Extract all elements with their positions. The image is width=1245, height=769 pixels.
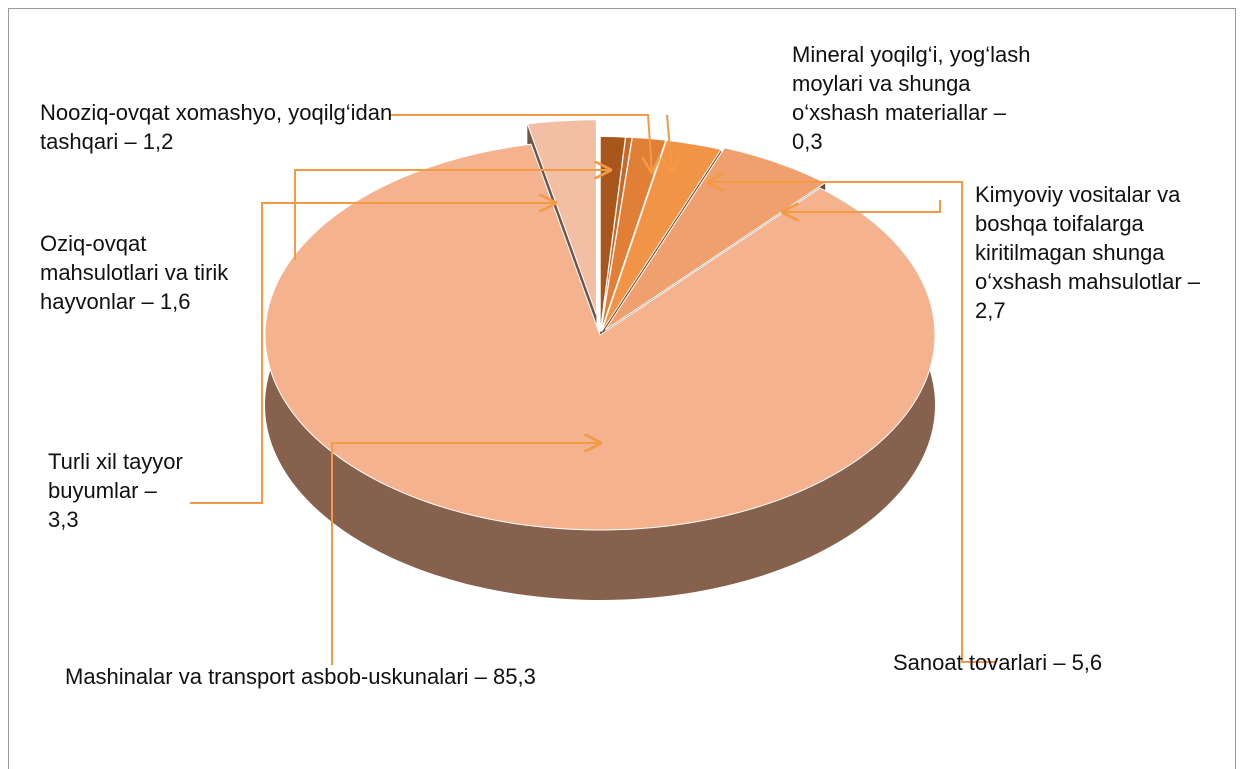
value-label: – 2,7 bbox=[975, 269, 1201, 323]
slice-label: Sanoat tovarlari – 5,6 bbox=[893, 648, 1203, 677]
leader-line bbox=[708, 182, 995, 663]
category-name: Sanoat tovarlari bbox=[893, 650, 1048, 675]
category-name: Turli xil tayyor buyumlar bbox=[48, 449, 183, 503]
pie-slice bbox=[526, 119, 597, 315]
leader-line bbox=[390, 114, 652, 172]
pie-slice bbox=[601, 139, 722, 332]
leader-line bbox=[190, 203, 555, 504]
pie-slice bbox=[604, 147, 827, 331]
value-label: – 1,6 bbox=[141, 289, 191, 314]
leader-line bbox=[294, 170, 610, 260]
slice-label: Mashinalar va transport asbob-uskunalari… bbox=[65, 662, 715, 691]
category-name: Nooziq-ovqat xomashyo, yoqilg‘idan tashq… bbox=[40, 100, 393, 154]
category-name: Kimyoviy vositalar va boshqa toifalarga … bbox=[975, 182, 1182, 294]
value-label: – 0,3 bbox=[792, 100, 1007, 154]
slice-label: Oziq-ovqat mahsulotlari va tirik hayvonl… bbox=[40, 229, 260, 316]
category-name: Mineral yoqilg‘i, yog‘lash moylari va sh… bbox=[792, 42, 1031, 125]
pie-slice bbox=[264, 143, 936, 531]
value-label: – 85,3 bbox=[474, 664, 536, 689]
value-label: – 3,3 bbox=[48, 478, 157, 532]
value-label: – 1,2 bbox=[124, 129, 174, 154]
slice-label: Turli xil tayyor buyumlar – 3,3 bbox=[48, 447, 183, 534]
slice-label: Mineral yoqilg‘i, yog‘lash moylari va sh… bbox=[792, 40, 1042, 156]
value-label: – 5,6 bbox=[1053, 650, 1103, 675]
slice-label: Kimyoviy vositalar va boshqa toifalarga … bbox=[975, 180, 1220, 325]
chart-frame bbox=[8, 8, 1236, 769]
leader-line bbox=[331, 443, 600, 665]
slice-label: Nooziq-ovqat xomashyo, yoqilg‘idan tashq… bbox=[40, 98, 410, 156]
leader-line bbox=[667, 114, 672, 172]
leader-line bbox=[783, 200, 941, 212]
category-name: Mashinalar va transport asbob-uskunalari bbox=[65, 664, 469, 689]
category-name: Oziq-ovqat mahsulotlari va tirik hayvonl… bbox=[40, 231, 229, 314]
